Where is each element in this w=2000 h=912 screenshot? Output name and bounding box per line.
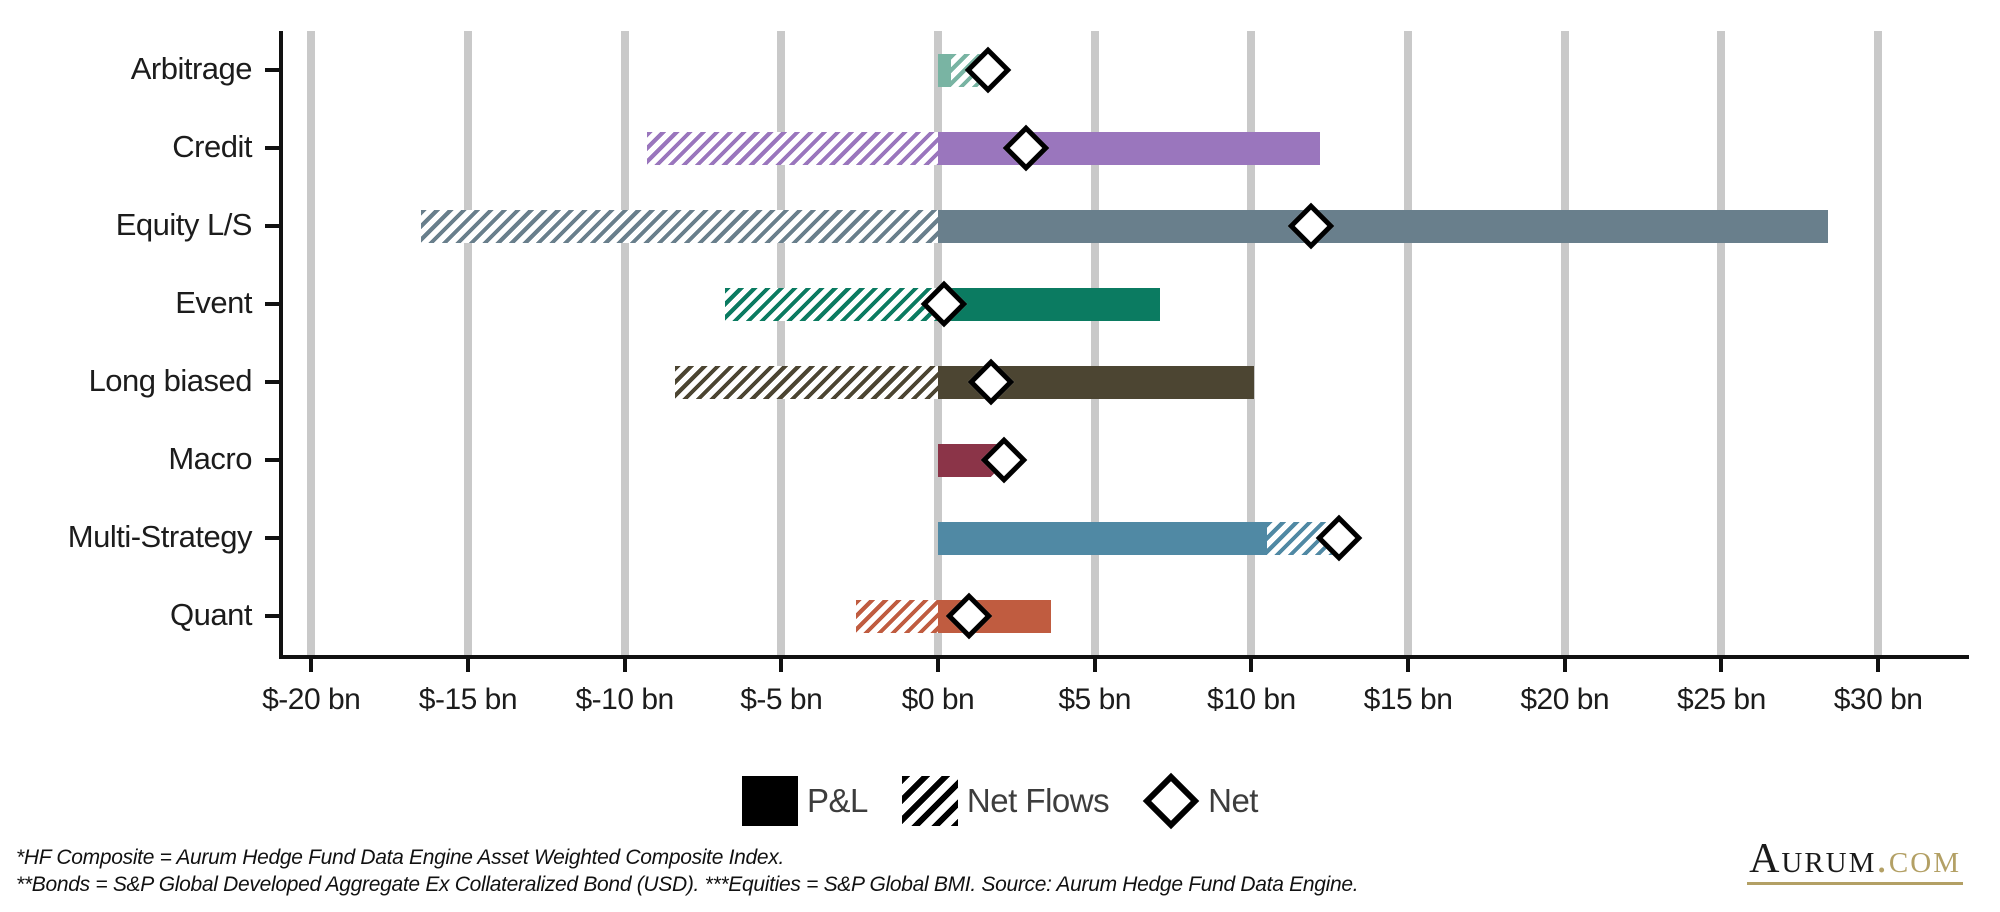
x-axis-tick — [779, 659, 784, 672]
y-axis-label: Arbitrage — [130, 51, 253, 86]
legend-pnl-label: P&L — [807, 782, 868, 819]
y-axis-label: Equity L/S — [115, 207, 253, 242]
y-axis-label: Credit — [172, 129, 252, 164]
footnote-line-2: **Bonds = S&P Global Developed Aggregate… — [16, 873, 1359, 896]
x-gridline — [307, 31, 316, 655]
aurum-logo-brand: Aurum — [1749, 836, 1877, 882]
x-gridline — [1717, 31, 1726, 655]
y-axis-tick — [265, 380, 279, 384]
pnl-bar — [937, 521, 1268, 555]
net-diamond-swatch-icon — [1142, 772, 1200, 830]
y-axis-tick — [265, 536, 279, 540]
x-axis-label: $10 bn — [1206, 683, 1296, 716]
x-gridline — [463, 31, 472, 655]
x-axis-tick — [935, 659, 940, 672]
aurum-logo-tld: .com — [1876, 836, 1961, 882]
x-axis-label: $5 bn — [1058, 683, 1131, 716]
legend-net-label: Net — [1208, 782, 1258, 819]
chart-footnotes: *HF Composite = Aurum Hedge Fund Data En… — [16, 844, 1359, 898]
x-axis-baseline — [279, 655, 1969, 659]
x-axis-label: $-5 bn — [740, 683, 823, 716]
y-axis-label: Quant — [170, 597, 252, 632]
x-axis-tick — [309, 659, 314, 672]
net-flows-hatched-swatch-icon — [901, 776, 958, 826]
x-gridline — [620, 31, 629, 655]
x-axis-tick — [1562, 659, 1567, 672]
x-axis-tick — [622, 659, 627, 672]
chart-legend: P&L Net Flows Net — [0, 771, 2000, 831]
x-axis-label: $15 bn — [1363, 683, 1453, 716]
y-axis-tick — [265, 68, 279, 72]
pnl-bar — [937, 287, 1161, 321]
legend-item-net: Net — [1142, 772, 1258, 830]
y-axis-tick — [265, 614, 279, 618]
x-axis-label: $25 bn — [1677, 683, 1766, 716]
legend-item-net-flows: Net Flows — [901, 776, 1110, 826]
x-gridline — [1090, 31, 1099, 655]
x-gridline — [1404, 31, 1413, 655]
pnl-bar — [937, 131, 1321, 165]
legend-net-flows-label: Net Flows — [966, 782, 1110, 819]
y-axis-label: Long biased — [88, 363, 253, 398]
net-flows-bar — [674, 365, 938, 399]
x-gridline — [933, 31, 942, 655]
y-axis-tick — [265, 224, 279, 228]
x-axis-label: $-15 bn — [418, 683, 518, 716]
pnl-bar — [937, 209, 1828, 243]
x-axis-tick — [465, 659, 470, 672]
y-axis-tick — [265, 146, 279, 150]
pnl-bar — [937, 53, 951, 87]
pnl-solid-swatch-icon — [742, 776, 799, 826]
x-axis-label: $20 bn — [1520, 683, 1610, 716]
legend-item-pnl: P&L — [742, 776, 868, 826]
x-gridline — [1247, 31, 1256, 655]
x-axis-label: $0 bn — [901, 683, 975, 716]
x-axis-tick — [1092, 659, 1097, 672]
x-axis-tick — [1876, 659, 1881, 672]
x-gridline — [777, 31, 786, 655]
x-gridline — [1560, 31, 1569, 655]
footnote-line-1: *HF Composite = Aurum Hedge Fund Data En… — [16, 846, 785, 869]
x-axis-label: $-20 bn — [262, 683, 361, 716]
y-axis-spine — [279, 31, 283, 659]
x-axis-label: $30 bn — [1833, 683, 1923, 716]
y-axis-label: Multi-Strategy — [67, 519, 253, 554]
net-flows-bar — [856, 599, 938, 633]
x-axis-tick — [1719, 659, 1724, 672]
x-axis-label: $-10 bn — [575, 683, 674, 716]
x-axis-tick — [1249, 659, 1254, 672]
x-gridline — [1874, 31, 1883, 655]
y-axis-tick — [265, 302, 279, 306]
aurum-logo: Aurum.com — [1747, 838, 1963, 885]
x-axis-tick — [1406, 659, 1411, 672]
y-axis-tick — [265, 458, 279, 462]
y-axis-label: Event — [175, 285, 252, 320]
net-flows-bar — [420, 209, 938, 243]
net-flows-bar — [724, 287, 938, 321]
y-axis-label: Macro — [168, 441, 252, 476]
net-flows-bar — [646, 131, 938, 165]
